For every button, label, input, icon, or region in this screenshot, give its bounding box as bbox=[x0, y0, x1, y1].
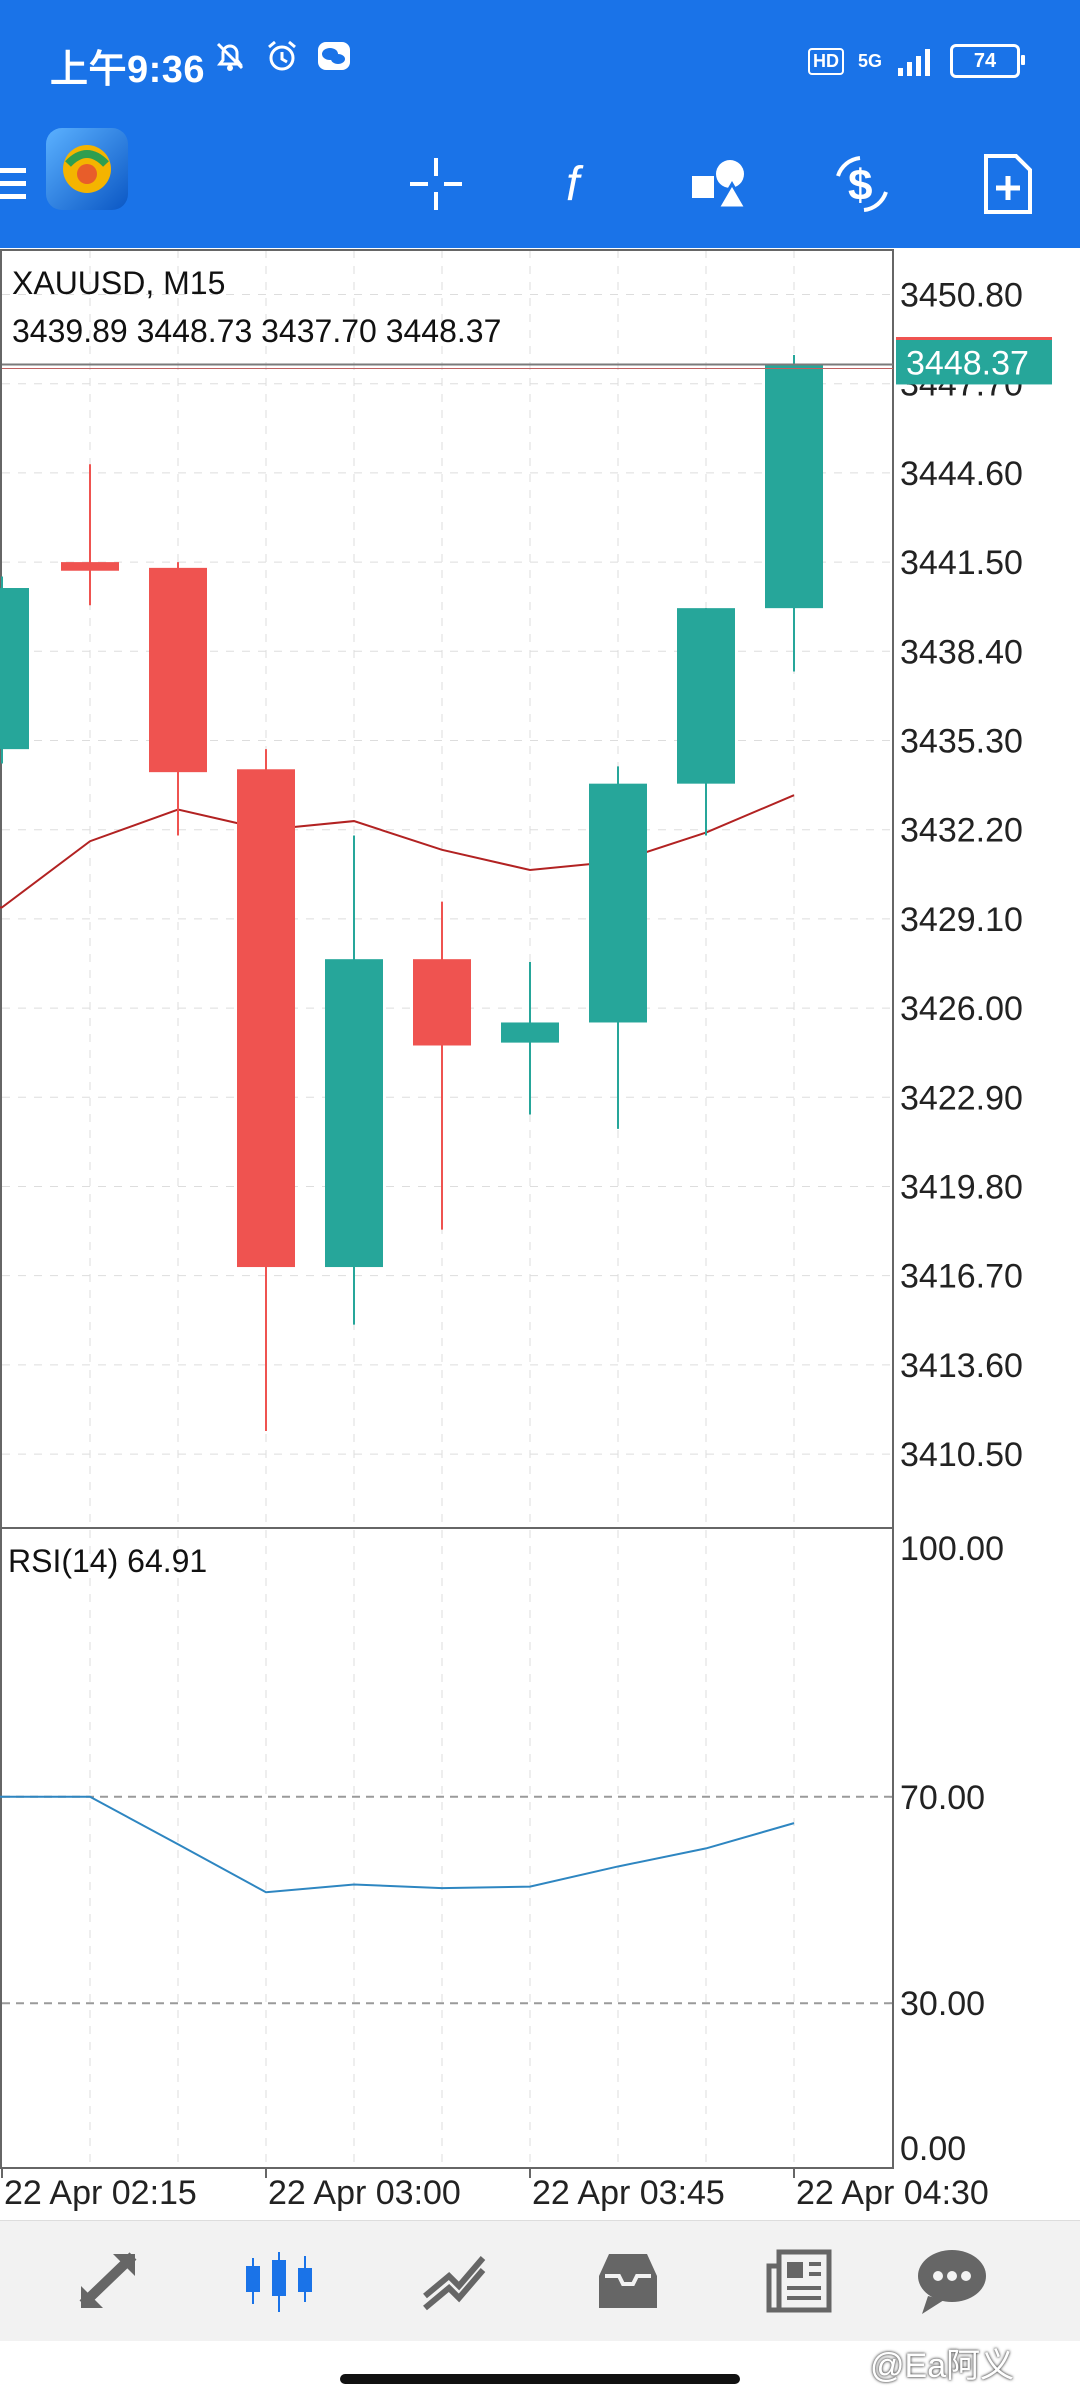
price-tick-label: 3426.00 bbox=[900, 990, 1023, 1028]
home-indicator[interactable] bbox=[340, 2374, 740, 2384]
status-notification-icons bbox=[212, 38, 352, 74]
wechat-icon bbox=[318, 42, 350, 70]
rsi-tick-label: 30.00 bbox=[900, 1985, 985, 2023]
rsi-title: RSI(14) 64.91 bbox=[8, 1543, 207, 1579]
menu-icon[interactable] bbox=[0, 146, 30, 222]
chat-icon[interactable] bbox=[912, 2241, 992, 2321]
svg-text:$: $ bbox=[848, 161, 872, 210]
battery-level: 74 bbox=[973, 49, 997, 72]
candle-body bbox=[325, 959, 383, 1268]
main-chart-frame bbox=[0, 249, 894, 1529]
ohlc-label: 3439.89 3448.73 3437.70 3448.37 bbox=[12, 313, 501, 349]
battery-icon: 74 bbox=[950, 44, 1025, 78]
rsi-tick-label: 0.00 bbox=[900, 2130, 966, 2168]
quotes-icon[interactable] bbox=[68, 2241, 148, 2321]
status-time: 上午9:36 bbox=[50, 49, 206, 91]
time-tick-label: 22 Apr 04:30 bbox=[796, 2174, 989, 2212]
price-axis-layer: 3450.803447.703444.603441.503438.403435.… bbox=[896, 277, 1052, 1474]
mute-bell-icon bbox=[216, 42, 244, 71]
bear-candle bbox=[61, 464, 119, 606]
alarm-icon bbox=[268, 40, 296, 71]
rsi-layer: 100.00 70.00 30.00 0.00 bbox=[0, 1530, 1004, 2168]
symbol-label: XAUUSD, M15 bbox=[12, 265, 225, 301]
price-tick-label: 3438.40 bbox=[900, 633, 1023, 671]
price-tick-label: 3444.60 bbox=[900, 455, 1023, 493]
candle-body bbox=[0, 588, 29, 750]
candle-layer bbox=[0, 354, 893, 1432]
ma-line bbox=[0, 794, 795, 909]
ma-layer bbox=[0, 794, 795, 909]
current-price-value: 3448.37 bbox=[906, 344, 1029, 382]
candle-body bbox=[149, 567, 207, 773]
grid-layer bbox=[2, 250, 893, 2168]
top-toolbar: f $ bbox=[0, 120, 1080, 248]
crosshair-icon[interactable] bbox=[396, 146, 476, 222]
price-tick-label: 3410.50 bbox=[900, 1436, 1023, 1474]
candle-body bbox=[589, 783, 647, 1023]
bull-candle bbox=[0, 576, 29, 764]
watermark: @Ea阿义 bbox=[870, 2347, 1015, 2385]
objects-icon[interactable] bbox=[680, 146, 760, 222]
current-price-badge bbox=[896, 338, 1052, 385]
price-tick-label: 3435.30 bbox=[900, 723, 1023, 761]
price-tick-label: 3450.80 bbox=[900, 277, 1023, 315]
history-icon[interactable] bbox=[588, 2241, 668, 2321]
hd-label: HD bbox=[807, 47, 844, 75]
candle-body bbox=[765, 363, 823, 609]
bear-candle bbox=[149, 562, 207, 836]
bull-candle bbox=[677, 608, 735, 836]
bear-candle bbox=[413, 901, 471, 1230]
candle-body bbox=[61, 562, 119, 571]
candle-body bbox=[237, 769, 295, 1268]
rsi-frame bbox=[0, 1527, 894, 2169]
rsi-line bbox=[0, 1795, 795, 1894]
status-right-icons: HD 5G 74 bbox=[807, 44, 1025, 78]
time-tick-label: 22 Apr 03:45 bbox=[532, 2174, 725, 2212]
time-tick-label: 22 Apr 02:15 bbox=[4, 2174, 197, 2212]
price-tick-label: 3419.80 bbox=[900, 1168, 1023, 1206]
price-tick-label: 3416.70 bbox=[900, 1258, 1023, 1296]
bottom-nav bbox=[0, 2220, 1080, 2341]
price-tick-label: 3422.90 bbox=[900, 1079, 1023, 1117]
chart-area[interactable]: 3450.80 3447.70 3444.60 3441.50 3438.40 3435.… bbox=[0, 248, 1080, 2218]
rsi-tick-label: 70.00 bbox=[900, 1779, 985, 1817]
trade-dollar-icon[interactable]: $ bbox=[822, 146, 902, 222]
bull-candle bbox=[325, 835, 383, 1325]
signal-icon bbox=[898, 49, 930, 76]
network-label: 5G bbox=[857, 51, 882, 71]
bull-candle bbox=[501, 962, 559, 1115]
bull-candle bbox=[589, 766, 647, 1129]
bull-candle bbox=[765, 354, 823, 672]
price-tick-label: 3432.20 bbox=[900, 812, 1023, 850]
app-logo[interactable] bbox=[46, 128, 128, 210]
new-order-icon[interactable] bbox=[968, 146, 1048, 222]
candle-body bbox=[677, 608, 735, 784]
price-tick-label: 3429.10 bbox=[900, 901, 1023, 939]
rsi-tick-label: 100.00 bbox=[900, 1530, 1004, 1568]
indicator-f-icon[interactable]: f bbox=[538, 146, 618, 222]
chart-icon[interactable] bbox=[240, 2241, 320, 2321]
bear-candle bbox=[237, 749, 295, 1432]
time-tick-label: 22 Apr 03:00 bbox=[268, 2174, 461, 2212]
status-bar: 上午9:36 HD 5G 74 bbox=[0, 0, 1080, 120]
svg-text:f: f bbox=[566, 158, 584, 211]
price-tick-label: 3413.60 bbox=[900, 1347, 1023, 1385]
trade-icon[interactable] bbox=[414, 2241, 494, 2321]
candle-body bbox=[413, 959, 471, 1046]
time-axis-layer: 22 Apr 02:15 22 Apr 03:00 22 Apr 03:45 22 A… bbox=[1, 2168, 989, 2212]
news-icon[interactable] bbox=[760, 2241, 840, 2321]
price-tick-label: 3441.50 bbox=[900, 544, 1023, 582]
candle-body bbox=[501, 1022, 559, 1043]
chart-svg[interactable]: 3450.803447.703444.603441.503438.403435.… bbox=[0, 248, 1080, 2218]
